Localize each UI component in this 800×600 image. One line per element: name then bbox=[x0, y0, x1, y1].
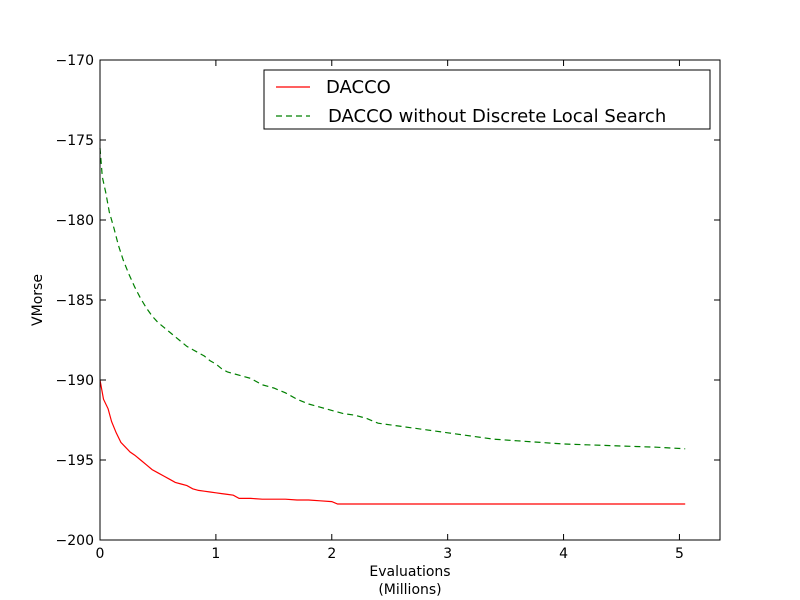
x-axis-label: Evaluations bbox=[369, 564, 450, 580]
y-axis-label: VMorse bbox=[30, 274, 46, 326]
y-tick-label: −180 bbox=[56, 213, 94, 229]
legend-label-dacco: DACCO bbox=[326, 77, 391, 98]
series-line-dacco-without-dls bbox=[99, 147, 686, 450]
y-tick-label: −195 bbox=[56, 453, 94, 469]
x-tick-label: 3 bbox=[443, 546, 452, 562]
legend-box bbox=[263, 69, 711, 130]
series-layer bbox=[99, 147, 686, 505]
y-tick-label: −175 bbox=[56, 133, 94, 149]
x-tick-label: 5 bbox=[675, 546, 684, 562]
series-line-dacco bbox=[99, 379, 686, 505]
x-tick-label: 1 bbox=[211, 546, 220, 562]
x-tick-label: 0 bbox=[96, 546, 105, 562]
y-tick-label: −170 bbox=[56, 53, 94, 69]
legend: DACCO DACCO without Discrete Local Searc… bbox=[263, 69, 711, 130]
x-axis-label-units: (Millions) bbox=[378, 582, 441, 598]
legend-label-dacco-without-dls: DACCO without Discrete Local Search bbox=[328, 106, 666, 127]
ticks-layer: 0 1 2 3 4 5 −170 −175 −180 −185 −190 −195 −200 bbox=[56, 53, 720, 562]
y-tick-label: −190 bbox=[56, 373, 94, 389]
y-tick-label: −200 bbox=[56, 533, 94, 549]
x-tick-label: 4 bbox=[559, 546, 568, 562]
y-tick-label: −185 bbox=[56, 293, 94, 309]
x-tick-label: 2 bbox=[327, 546, 336, 562]
